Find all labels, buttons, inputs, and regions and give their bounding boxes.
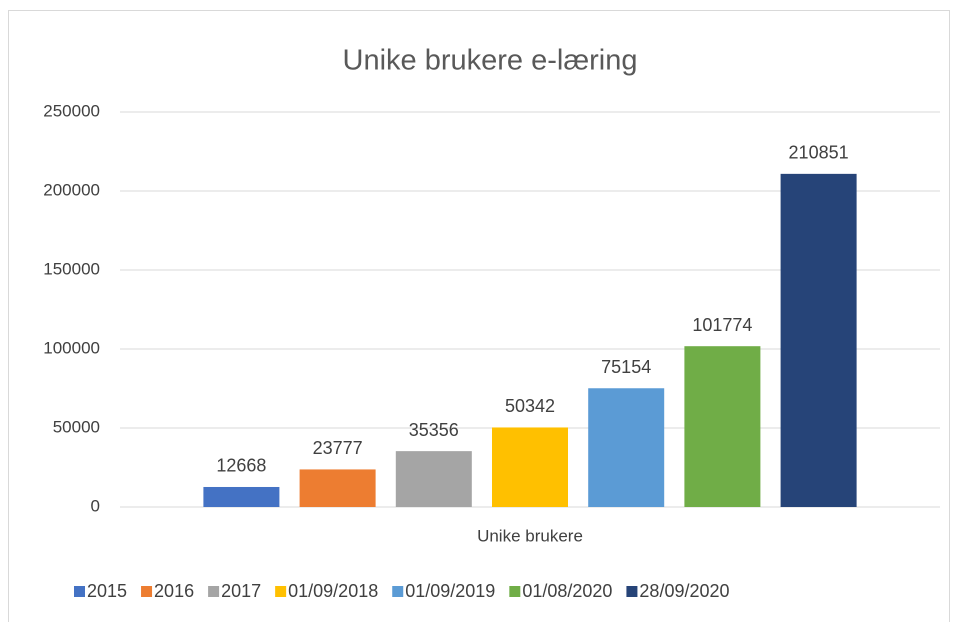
bar	[299, 469, 376, 507]
y-tick-label: 50000	[53, 417, 100, 436]
y-tick-label: 100000	[43, 338, 100, 357]
legend-swatch	[509, 586, 521, 597]
legend-label: 2015	[87, 581, 127, 601]
legend-label: 01/09/2019	[405, 581, 495, 601]
legend-label: 01/09/2018	[288, 581, 378, 601]
legend-swatch	[208, 586, 220, 597]
bar	[395, 451, 472, 507]
bar	[780, 173, 857, 508]
legend-swatch	[74, 586, 85, 597]
data-label: 101774	[692, 315, 752, 335]
data-label: 23777	[313, 438, 363, 458]
legend-label: 2017	[221, 581, 261, 601]
legend-label: 2016	[154, 581, 194, 601]
legend-label: 01/08/2020	[522, 581, 612, 601]
legend-swatch	[626, 586, 638, 597]
chart-title: Unike brukere e-læring	[343, 45, 638, 77]
bar	[203, 486, 280, 507]
y-tick-label: 250000	[43, 101, 100, 120]
bar	[684, 346, 761, 507]
legend-swatch	[275, 586, 287, 597]
y-tick-label: 150000	[43, 259, 100, 278]
bar	[588, 388, 665, 507]
data-label: 75154	[601, 357, 651, 377]
x-tick-label: Unike brukere	[477, 526, 583, 545]
legend-swatch	[392, 586, 404, 597]
data-label: 12668	[216, 456, 266, 476]
y-tick-label: 200000	[43, 180, 100, 199]
data-label: 210851	[789, 143, 849, 163]
y-tick-label: 0	[91, 496, 100, 515]
bar	[492, 427, 568, 507]
data-label: 35356	[409, 420, 459, 440]
legend-label: 28/09/2020	[639, 581, 729, 601]
data-label: 50342	[505, 396, 555, 416]
legend-swatch	[141, 586, 153, 597]
